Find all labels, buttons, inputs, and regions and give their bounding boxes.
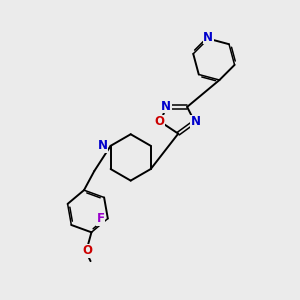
Text: N: N (203, 31, 213, 44)
Text: O: O (154, 115, 164, 128)
Text: N: N (98, 139, 108, 152)
Text: N: N (191, 115, 201, 128)
Text: N: N (161, 100, 171, 113)
Text: F: F (97, 212, 105, 225)
Text: O: O (82, 244, 92, 257)
